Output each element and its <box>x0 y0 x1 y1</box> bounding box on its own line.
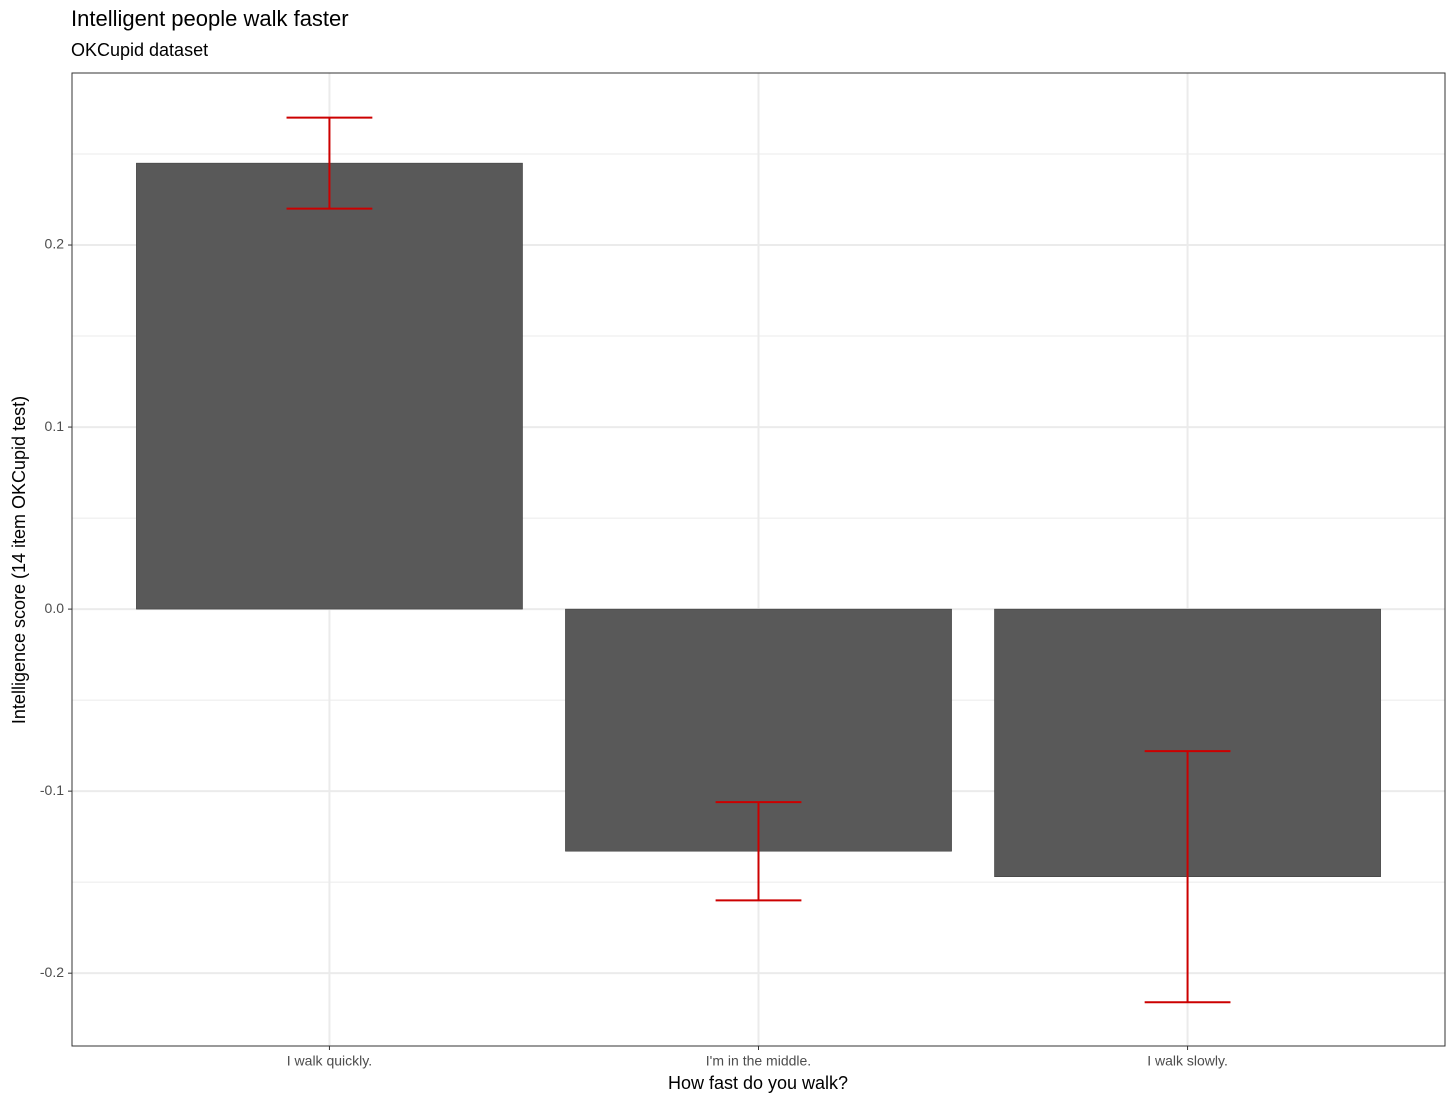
y-tick-label: 0.2 <box>45 236 65 252</box>
error-bar <box>286 116 373 210</box>
y-tick-label: -0.1 <box>40 782 64 798</box>
y-axis-title: Intelligence score (14 item OKCupid test… <box>9 396 29 724</box>
bar <box>136 162 523 610</box>
y-tick-label: 0.1 <box>45 418 65 434</box>
x-tick-label: I walk quickly. <box>287 1053 372 1069</box>
chart-subtitle: OKCupid dataset <box>71 40 208 60</box>
y-tick-label: 0.0 <box>45 600 65 616</box>
error-bar <box>1144 750 1231 1004</box>
error-bar <box>715 801 802 902</box>
x-axis-title: How fast do you walk? <box>668 1073 848 1093</box>
panel-border <box>71 72 1446 1047</box>
x-tick-label: I'm in the middle. <box>706 1053 811 1069</box>
y-tick-label: -0.2 <box>40 964 64 980</box>
chart-title: Intelligent people walk faster <box>71 6 349 31</box>
x-tick-label: I walk slowly. <box>1147 1053 1228 1069</box>
